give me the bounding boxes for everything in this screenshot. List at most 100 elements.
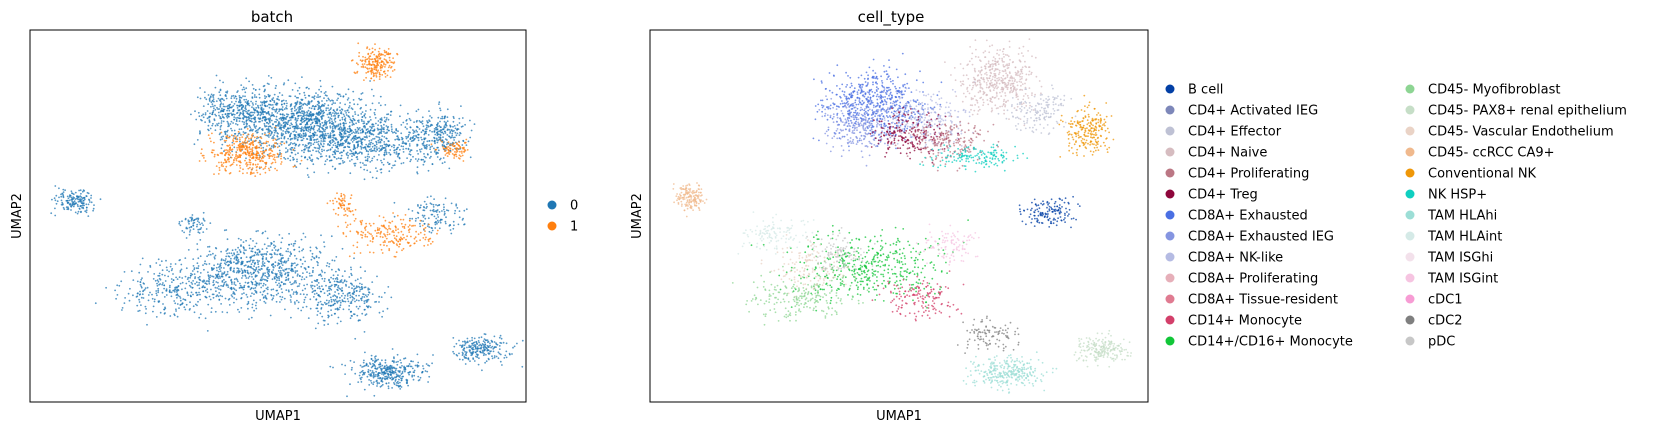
scatter-point	[374, 358, 377, 360]
scatter-point	[352, 296, 354, 299]
scatter-point	[286, 113, 288, 115]
scatter-point	[239, 117, 242, 120]
scatter-point	[337, 141, 340, 144]
scatter-point	[290, 146, 293, 149]
scatter-point	[321, 315, 324, 318]
scatter-point	[412, 360, 414, 363]
scatter-point	[317, 100, 319, 103]
scatter-point	[422, 158, 425, 161]
scatter-point	[429, 157, 431, 159]
scatter-point	[339, 122, 342, 125]
scatter-point	[269, 245, 271, 247]
scatter-point	[222, 259, 225, 262]
scatter-point	[251, 167, 254, 170]
scatter-point	[300, 102, 303, 105]
scatter-point	[235, 117, 237, 119]
scatter-point	[221, 163, 223, 166]
scatter-point	[379, 372, 381, 374]
scatter-point	[307, 147, 310, 149]
scatter-point	[233, 118, 236, 121]
scatter-point	[123, 302, 126, 304]
scatter-point	[402, 121, 405, 124]
scatter-point	[235, 277, 238, 280]
scatter-point	[367, 369, 370, 371]
scatter-point	[295, 290, 298, 293]
scatter-point	[440, 117, 442, 120]
scatter-point	[164, 306, 166, 309]
scatter-point	[313, 293, 316, 295]
scatter-point	[391, 348, 394, 350]
scatter-point	[249, 111, 252, 114]
scatter-point	[284, 279, 287, 282]
scatter-point	[181, 302, 184, 305]
scatter-point	[206, 110, 209, 112]
scatter-point	[183, 231, 186, 234]
scatter-point	[426, 370, 429, 373]
scatter-point	[421, 116, 424, 119]
scatter-point	[354, 128, 357, 131]
scatter-point	[245, 120, 248, 123]
scatter-point	[356, 141, 359, 144]
scatter-point	[316, 307, 319, 310]
scatter-point	[368, 140, 371, 142]
scatter-point	[380, 159, 382, 162]
scatter-point	[292, 125, 295, 128]
scatter-point	[245, 116, 248, 118]
scatter-point	[394, 369, 397, 372]
scatter-point	[446, 120, 449, 123]
scatter-point	[472, 344, 474, 347]
scatter-point	[311, 132, 314, 135]
scatter-point	[343, 139, 346, 142]
scatter-point	[434, 133, 437, 136]
scatter-point	[123, 271, 126, 273]
scatter-point	[420, 158, 423, 161]
scatter-point	[177, 289, 180, 292]
scatter-point	[251, 250, 254, 253]
scatter-point	[139, 263, 142, 266]
scatter-point	[332, 277, 335, 280]
scatter-point	[354, 147, 357, 150]
scatter-point	[311, 96, 314, 99]
scatter-point	[373, 155, 376, 158]
scatter-point	[255, 166, 258, 169]
scatter-point	[261, 262, 264, 264]
scatter-point	[470, 129, 473, 132]
scatter-point	[423, 153, 425, 155]
scatter-point	[199, 239, 202, 241]
scatter-point	[238, 109, 240, 112]
scatter-point	[258, 260, 260, 262]
scatter-point	[236, 107, 239, 109]
scatter-point	[58, 196, 60, 199]
scatter-point	[342, 135, 345, 138]
scatter-point	[179, 299, 182, 302]
scatter-point	[493, 335, 496, 338]
scatter-point	[471, 339, 473, 342]
scatter-point	[271, 99, 274, 101]
scatter-point	[303, 151, 305, 154]
scatter-point	[260, 253, 262, 256]
scatter-point	[247, 272, 250, 275]
scatter-point	[377, 377, 380, 380]
scatter-point	[230, 281, 233, 283]
scatter-point	[321, 148, 323, 151]
scatter-point	[73, 197, 76, 199]
scatter-point	[318, 285, 321, 288]
scatter-point	[253, 117, 256, 120]
scatter-point	[311, 135, 313, 137]
scatter-point	[363, 115, 366, 117]
scatter-point	[376, 158, 379, 161]
scatter-point	[337, 285, 340, 287]
scatter-point	[169, 315, 172, 317]
scatter-point	[382, 163, 385, 166]
scatter-point	[424, 217, 427, 220]
scatter-point	[379, 385, 382, 388]
scatter-point	[278, 267, 281, 269]
scatter-point	[350, 310, 352, 313]
scatter-point	[303, 120, 305, 123]
scatter-point	[306, 138, 309, 141]
scatter-point	[344, 135, 346, 138]
scatter-point	[228, 160, 231, 163]
scatter-point	[377, 120, 380, 122]
scatter-point	[316, 138, 319, 141]
scatter-point	[331, 125, 334, 128]
